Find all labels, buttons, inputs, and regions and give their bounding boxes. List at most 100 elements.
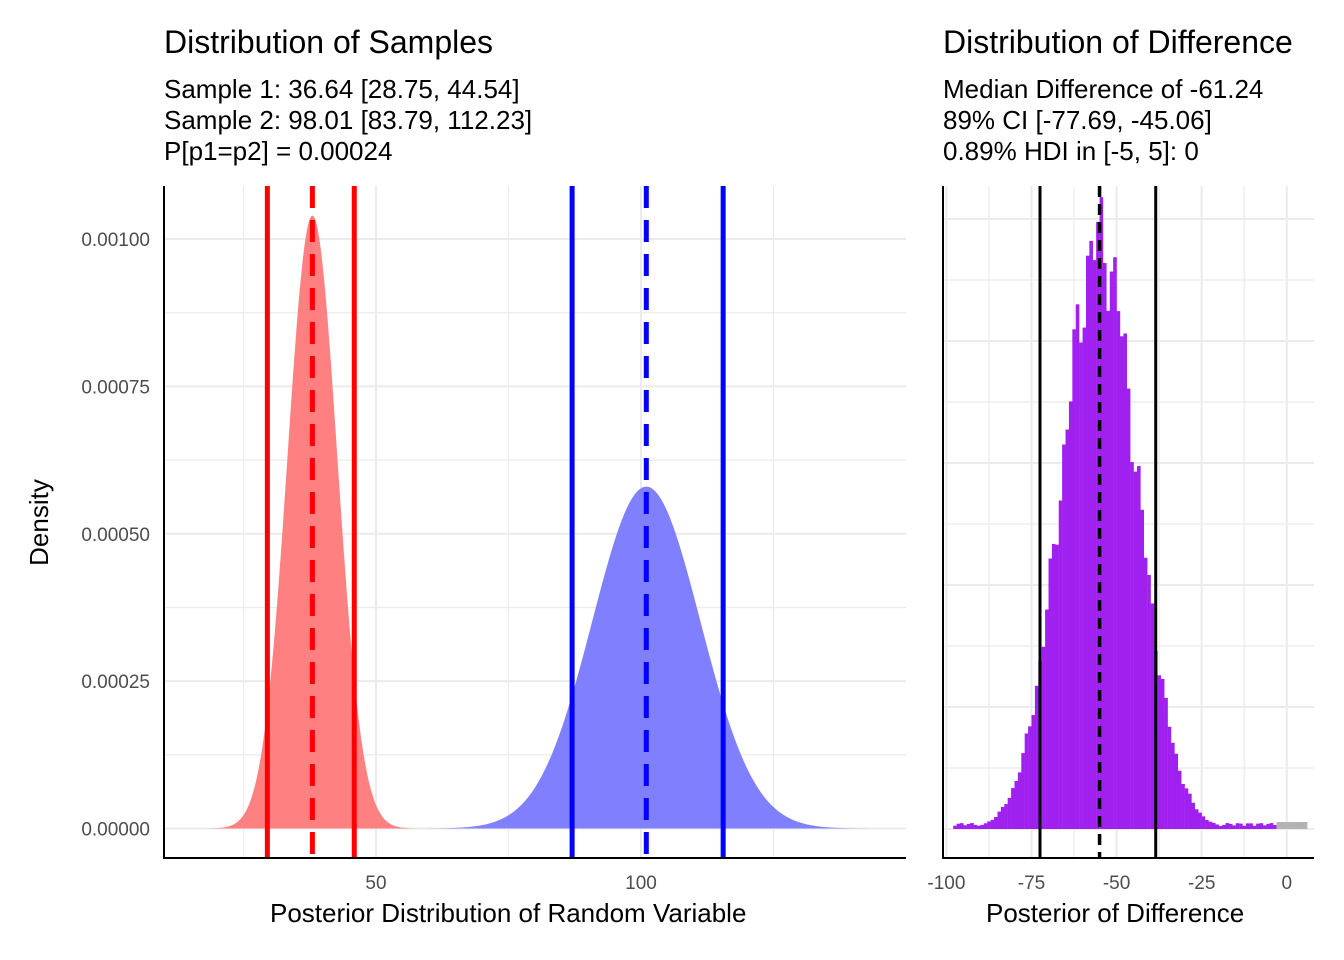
- right-x-tick-label: -100: [927, 873, 965, 894]
- right-plot-marks: [953, 186, 1308, 858]
- left-y-tick-label: 0.00000: [81, 820, 150, 841]
- right-x-axis-title: Posterior of Difference: [986, 898, 1245, 928]
- difference-histogram-bar: [1205, 819, 1209, 829]
- left-plot-marks: [195, 186, 869, 858]
- difference-histogram-bar: [983, 823, 988, 829]
- difference-histogram-bar: [1239, 823, 1243, 829]
- right-x-tick-label: -50: [1103, 873, 1130, 894]
- difference-histogram-bar: [1218, 825, 1223, 829]
- difference-histogram-bar: [1164, 697, 1168, 829]
- difference-histogram-bar: [1157, 675, 1162, 829]
- difference-histogram-bar: [1249, 823, 1253, 829]
- difference-histogram-bar: [1232, 825, 1236, 829]
- difference-histogram-bar: [1181, 783, 1185, 829]
- difference-histogram-bar: [1130, 462, 1134, 829]
- difference-histogram-bar: [1201, 816, 1206, 829]
- left-y-tick-label: 0.00075: [81, 377, 150, 398]
- difference-histogram-bar: [1058, 500, 1063, 829]
- difference-histogram-bar: [1259, 823, 1264, 829]
- right-subtitle-line-1: Median Difference of -61.24: [943, 74, 1264, 104]
- right-chart-subtitle: Median Difference of -61.24 89% CI [-77.…: [943, 74, 1263, 167]
- difference-histogram-bar: [1147, 574, 1151, 829]
- difference-histogram-bar: [1215, 824, 1219, 829]
- difference-histogram-bar: [1024, 733, 1029, 829]
- difference-histogram-bar: [1225, 823, 1230, 829]
- difference-histogram-bar: [1092, 260, 1097, 829]
- rope-region-bar: [1286, 822, 1291, 829]
- left-y-tick-label: 0.00050: [81, 525, 150, 546]
- difference-histogram-bar: [1262, 825, 1267, 829]
- difference-histogram-bar: [1017, 772, 1022, 829]
- difference-histogram-bar: [1174, 753, 1179, 829]
- left-subtitle-line-1: Sample 1: 36.64 [28.75, 44.54]: [164, 74, 520, 104]
- difference-histogram-bar: [1188, 793, 1192, 829]
- difference-histogram-bar: [1099, 197, 1104, 830]
- difference-histogram-bar: [953, 825, 957, 829]
- difference-histogram-bar: [1004, 804, 1008, 829]
- difference-histogram-bar: [1211, 822, 1216, 829]
- right-x-tick-label: -25: [1188, 873, 1215, 894]
- left-subtitle-line-2: Sample 2: 98.01 [83.79, 112.23]: [164, 105, 533, 135]
- difference-histogram-bar: [1000, 806, 1005, 829]
- difference-histogram-bar: [1116, 311, 1121, 829]
- right-chart-title: Distribution of Difference: [943, 24, 1293, 60]
- rope-region-bar: [1276, 822, 1281, 829]
- difference-histogram-bar: [1137, 466, 1141, 829]
- difference-histogram-bar: [1160, 678, 1165, 829]
- difference-histogram-bar: [1184, 788, 1189, 829]
- difference-histogram-bar: [1198, 812, 1202, 829]
- difference-histogram-bar: [1126, 388, 1131, 829]
- difference-histogram-bar: [1096, 221, 1100, 830]
- rope-region-bar: [1296, 822, 1301, 829]
- difference-histogram-bar: [1106, 310, 1110, 830]
- left-chart-subtitle: Sample 1: 36.64 [28.75, 44.54] Sample 2:…: [164, 74, 532, 167]
- difference-histogram-bar: [1113, 257, 1117, 830]
- difference-histogram-bar: [1041, 646, 1046, 829]
- difference-histogram-bar: [1256, 823, 1260, 829]
- difference-histogram-bar: [1034, 685, 1039, 829]
- rope-region-bar: [1303, 822, 1308, 829]
- difference-histogram-bar: [1109, 271, 1114, 829]
- rope-region-bar: [1293, 822, 1298, 829]
- difference-histogram-bar: [1055, 544, 1059, 829]
- difference-histogram-bar: [1079, 342, 1083, 829]
- left-x-tick-label: 50: [365, 873, 386, 894]
- difference-histogram-bar: [990, 819, 995, 829]
- difference-histogram-bar: [963, 825, 968, 829]
- difference-histogram-bar: [977, 825, 981, 829]
- difference-histogram-bar: [1045, 609, 1049, 829]
- difference-histogram-bar: [1031, 715, 1036, 829]
- rope-region-bar: [1283, 822, 1287, 829]
- difference-histogram-bar: [1150, 603, 1155, 829]
- right-x-tick-label: -75: [1018, 873, 1045, 894]
- difference-histogram-bar: [1062, 444, 1066, 829]
- difference-histogram-bar: [1048, 558, 1053, 829]
- difference-histogram-bar: [970, 823, 974, 829]
- rope-region-bar: [1290, 822, 1294, 829]
- right-subtitle-line-3: 0.89% HDI in [-5, 5]: 0: [943, 136, 1199, 166]
- difference-histogram-bar: [994, 816, 998, 829]
- difference-histogram-bar: [1242, 825, 1247, 829]
- difference-histogram-bar: [1068, 401, 1073, 829]
- difference-histogram-bar: [1133, 471, 1138, 829]
- difference-histogram-bar: [1177, 770, 1182, 829]
- difference-histogram-bar: [1245, 823, 1250, 829]
- difference-histogram-bar: [1222, 824, 1226, 829]
- difference-histogram-bar: [987, 821, 991, 829]
- difference-histogram-bar: [1228, 823, 1233, 829]
- difference-histogram-bar: [960, 823, 964, 829]
- difference-histogram-bar: [1075, 304, 1080, 829]
- difference-histogram-bar: [1051, 543, 1056, 829]
- right-axes: -100 -75 -50 -25 0: [927, 186, 1314, 894]
- sample-1-density-area: [195, 215, 429, 829]
- difference-histogram-bar: [1089, 240, 1093, 830]
- rope-region-bar: [1300, 822, 1304, 829]
- difference-histogram-bar: [1065, 429, 1070, 829]
- right-subtitle-line-2: 89% CI [-77.69, -45.06]: [943, 105, 1212, 135]
- difference-histogram-bar: [1167, 726, 1172, 829]
- difference-histogram-bar: [1266, 823, 1270, 829]
- sample-2-density-area: [418, 486, 869, 829]
- left-y-tick-label: 0.00025: [81, 672, 150, 693]
- left-x-tick-label: 100: [625, 873, 657, 894]
